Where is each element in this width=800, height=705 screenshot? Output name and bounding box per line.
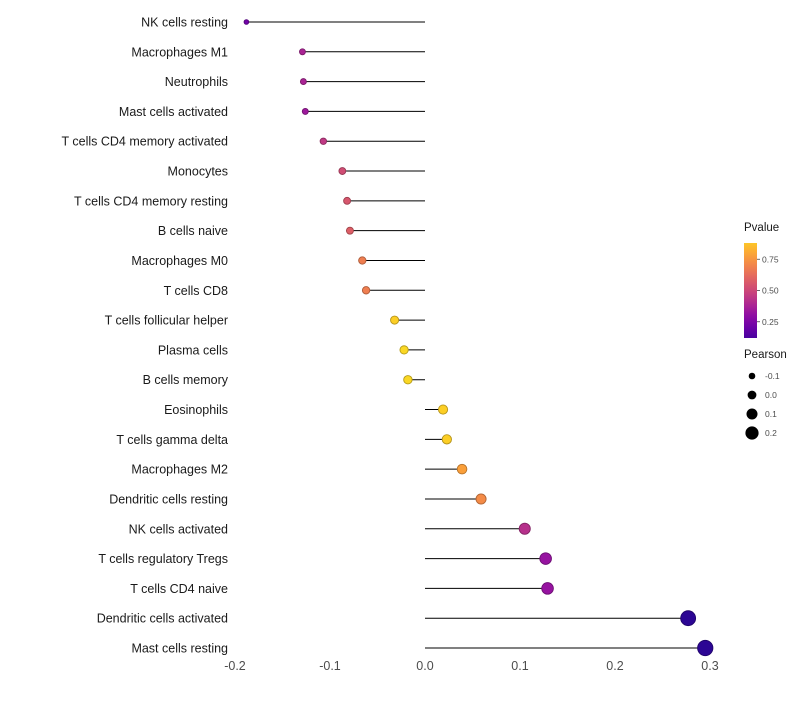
category-label: Monocytes [168, 165, 228, 179]
lollipop-row: T cells CD4 memory activated [62, 135, 425, 149]
lollipop-row: Macrophages M2 [131, 463, 468, 477]
lollipop-row: T cells CD8 [164, 284, 425, 298]
pearson-legend-dot [746, 408, 758, 420]
lollipop-row: Macrophages M1 [131, 45, 425, 59]
pvalue-colorbar [744, 243, 757, 338]
pearson-dot [338, 167, 347, 175]
pvalue-colorbar-tick-label: 0.50 [762, 286, 779, 296]
pearson-dot [319, 137, 328, 145]
lollipop-row: B cells memory [143, 373, 425, 387]
category-label: Mast cells resting [131, 642, 228, 656]
category-label: Macrophages M0 [131, 254, 228, 268]
pearson-dot [539, 552, 552, 565]
pearson-dot [456, 463, 468, 475]
lollipop-row: T cells regulatory Tregs [98, 552, 552, 566]
lollipop-row: Macrophages M0 [131, 254, 425, 268]
pearson-legend-title: Pearson [744, 349, 787, 361]
category-label: T cells gamma delta [116, 433, 228, 447]
x-axis-tick-label: -0.2 [224, 659, 246, 673]
pvalue-legend-title: Pvalue [744, 222, 779, 234]
lollipop-row: B cells naive [158, 224, 425, 238]
pearson-dot [697, 639, 714, 657]
lollipop-row: Dendritic cells resting [109, 492, 487, 506]
lollipop-row: NK cells resting [141, 16, 425, 30]
pearson-dot [243, 19, 250, 25]
category-label: NK cells resting [141, 16, 228, 30]
x-axis-tick-label: 0.2 [606, 659, 623, 673]
lollipop-row: T cells CD4 naive [130, 582, 554, 596]
pearson-legend-dot [748, 372, 756, 380]
pearson-dot [475, 493, 487, 505]
category-label: T cells CD8 [164, 284, 228, 298]
lollipop-row: T cells CD4 memory resting [74, 194, 425, 208]
category-label: Dendritic cells activated [97, 612, 228, 626]
lollipop-row: Mast cells resting [131, 639, 714, 657]
lollipop-row: T cells gamma delta [116, 433, 452, 447]
pearson-dot [301, 107, 309, 115]
x-axis-tick-label: 0.3 [701, 659, 718, 673]
pearson-dot [680, 610, 697, 627]
pearson-legend-label: 0.1 [765, 409, 777, 419]
lollipop-row: NK cells activated [129, 522, 531, 536]
pearson-dot [345, 226, 354, 235]
lollipop-row: Plasma cells [158, 343, 425, 357]
pearson-dot [358, 256, 367, 265]
pearson-dot [518, 522, 531, 535]
category-label: Macrophages M2 [131, 463, 228, 477]
category-label: B cells naive [158, 224, 228, 238]
pearson-dot [361, 286, 371, 295]
pearson-legend-label: -0.1 [765, 371, 780, 381]
category-label: Eosinophils [164, 403, 228, 417]
pvalue-colorbar-tick-label: 0.75 [762, 254, 779, 264]
pearson-dot [437, 404, 449, 415]
category-label: T cells regulatory Tregs [98, 552, 228, 566]
category-label: T cells CD4 memory activated [62, 135, 229, 149]
category-label: T cells CD4 memory resting [74, 194, 228, 208]
lollipop-row: Neutrophils [165, 75, 425, 89]
category-label: Macrophages M1 [131, 45, 228, 59]
category-label: T cells CD4 naive [130, 582, 228, 596]
pearson-dot [399, 345, 409, 355]
pearson-legend-dot [745, 426, 759, 440]
pearson-dot [299, 78, 307, 86]
lollipop-row: Dendritic cells activated [97, 610, 697, 627]
pvalue-colorbar-tick-label: 0.25 [762, 317, 779, 327]
category-label: T cells follicular helper [105, 314, 228, 328]
category-label: Mast cells activated [119, 105, 228, 119]
x-axis-tick-label: -0.1 [319, 659, 341, 673]
category-label: Plasma cells [158, 343, 228, 357]
lollipop-row: T cells follicular helper [105, 314, 425, 328]
lollipop-row: Eosinophils [164, 403, 449, 417]
pearson-dot [441, 434, 452, 445]
lollipop-row: Monocytes [168, 165, 425, 179]
pearson-dot [541, 582, 554, 595]
pearson-dot [299, 48, 306, 56]
x-axis-tick-label: 0.0 [416, 659, 433, 673]
pearson-legend-dot [747, 390, 757, 400]
pearson-dot [343, 196, 352, 205]
category-label: Neutrophils [165, 75, 228, 89]
pearson-legend-label: 0.0 [765, 390, 777, 400]
lollipop-row: Mast cells activated [119, 105, 425, 119]
pearson-dot [390, 315, 400, 325]
category-label: NK cells activated [129, 522, 228, 536]
category-label: B cells memory [143, 373, 229, 387]
x-axis-tick-label: 0.1 [511, 659, 528, 673]
pearson-legend-label: 0.2 [765, 428, 777, 438]
category-label: Dendritic cells resting [109, 492, 228, 506]
pearson-dot [403, 375, 413, 385]
